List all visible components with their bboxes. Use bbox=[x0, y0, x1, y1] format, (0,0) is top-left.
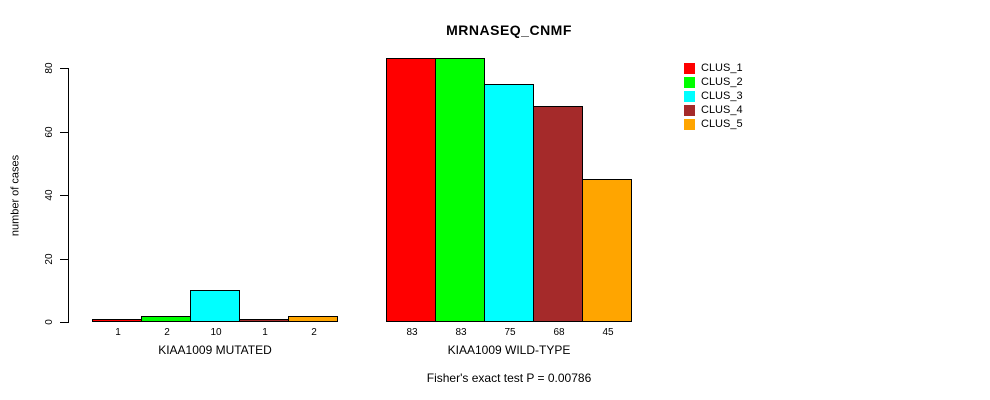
bar-clus-1 bbox=[386, 58, 436, 322]
bar-value-label: 1 bbox=[115, 327, 121, 338]
legend-label: CLUS_5 bbox=[701, 118, 743, 130]
bar-clus-4 bbox=[533, 106, 583, 322]
group-label: KIAA1009 MUTATED bbox=[158, 343, 272, 357]
bar-clus-3 bbox=[190, 290, 240, 322]
bar-value-label: 83 bbox=[406, 327, 418, 338]
bar-value-label: 68 bbox=[553, 327, 565, 338]
bar-clus-5 bbox=[288, 316, 338, 322]
y-tick bbox=[60, 195, 68, 196]
legend-swatch bbox=[684, 63, 695, 74]
y-tick bbox=[60, 132, 68, 133]
bar-value-label: 2 bbox=[311, 327, 317, 338]
bar-value-label: 10 bbox=[210, 327, 222, 338]
y-tick bbox=[60, 68, 68, 69]
legend-swatch bbox=[684, 91, 695, 102]
chart-title: MRNASEQ_CNMF bbox=[446, 22, 572, 38]
bar-value-label: 75 bbox=[504, 327, 516, 338]
y-tick-label: 60 bbox=[44, 126, 55, 138]
y-tick-label: 80 bbox=[44, 62, 55, 74]
group-label: KIAA1009 WILD-TYPE bbox=[447, 343, 571, 357]
legend-item: CLUS_2 bbox=[684, 77, 743, 88]
legend-item: CLUS_3 bbox=[684, 91, 743, 102]
legend-label: CLUS_4 bbox=[701, 104, 743, 116]
legend-label: CLUS_3 bbox=[701, 90, 743, 102]
bar-value-label: 45 bbox=[602, 327, 614, 338]
y-tick-label: 0 bbox=[44, 319, 55, 325]
y-axis-title: number of cases bbox=[9, 154, 22, 237]
legend-swatch bbox=[684, 119, 695, 130]
legend-label: CLUS_1 bbox=[701, 62, 743, 74]
bar-value-label: 2 bbox=[164, 327, 170, 338]
y-axis-line bbox=[68, 68, 69, 323]
bar-clus-5 bbox=[582, 179, 632, 322]
bar-value-label: 1 bbox=[262, 327, 268, 338]
bar-clus-1 bbox=[92, 319, 142, 322]
y-tick bbox=[60, 322, 68, 323]
y-tick bbox=[60, 259, 68, 260]
legend-item: CLUS_4 bbox=[684, 105, 743, 116]
legend-item: CLUS_5 bbox=[684, 119, 743, 130]
bar-clus-2 bbox=[435, 58, 485, 322]
bar-value-label: 83 bbox=[455, 327, 467, 338]
bar-clus-3 bbox=[484, 84, 534, 322]
legend-item: CLUS_1 bbox=[684, 63, 743, 74]
y-tick-label: 20 bbox=[44, 253, 55, 265]
bar-clus-4 bbox=[239, 319, 289, 322]
legend-label: CLUS_2 bbox=[701, 76, 743, 88]
fisher-test-annotation: Fisher's exact test P = 0.00786 bbox=[426, 371, 592, 385]
legend-swatch bbox=[684, 77, 695, 88]
y-tick-label: 40 bbox=[44, 189, 55, 201]
bar-clus-2 bbox=[141, 316, 191, 322]
legend: CLUS_1 CLUS_2 CLUS_3 CLUS_4 CLUS_5 bbox=[684, 63, 743, 133]
legend-swatch bbox=[684, 105, 695, 116]
